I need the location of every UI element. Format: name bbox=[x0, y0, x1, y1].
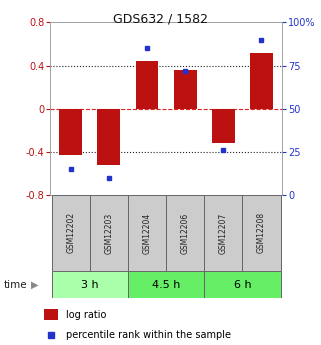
Bar bbox=[128, 195, 166, 271]
Bar bbox=[98, 109, 120, 165]
Text: 4.5 h: 4.5 h bbox=[152, 280, 180, 289]
Bar bbox=[212, 109, 235, 143]
Text: GSM12204: GSM12204 bbox=[143, 212, 152, 254]
Text: time: time bbox=[3, 280, 27, 289]
Bar bbox=[52, 271, 128, 298]
Bar bbox=[44, 309, 58, 320]
Bar bbox=[174, 70, 197, 109]
Text: ▶: ▶ bbox=[30, 280, 38, 289]
Bar bbox=[250, 52, 273, 109]
Bar bbox=[52, 195, 90, 271]
Bar bbox=[90, 195, 128, 271]
Bar bbox=[59, 109, 82, 155]
Text: GSM12202: GSM12202 bbox=[66, 212, 75, 254]
Text: GSM12206: GSM12206 bbox=[181, 212, 190, 254]
Bar bbox=[204, 195, 242, 271]
Text: GSM12203: GSM12203 bbox=[104, 212, 113, 254]
Bar bbox=[128, 271, 204, 298]
Text: GSM12207: GSM12207 bbox=[219, 212, 228, 254]
Text: percentile rank within the sample: percentile rank within the sample bbox=[66, 329, 231, 339]
Text: 6 h: 6 h bbox=[234, 280, 251, 289]
Text: GDS632 / 1582: GDS632 / 1582 bbox=[113, 12, 208, 25]
Bar bbox=[166, 195, 204, 271]
Bar bbox=[242, 195, 281, 271]
Bar bbox=[135, 61, 159, 109]
Bar bbox=[204, 271, 281, 298]
Text: GSM12208: GSM12208 bbox=[257, 212, 266, 254]
Text: 3 h: 3 h bbox=[81, 280, 99, 289]
Text: log ratio: log ratio bbox=[66, 310, 106, 320]
